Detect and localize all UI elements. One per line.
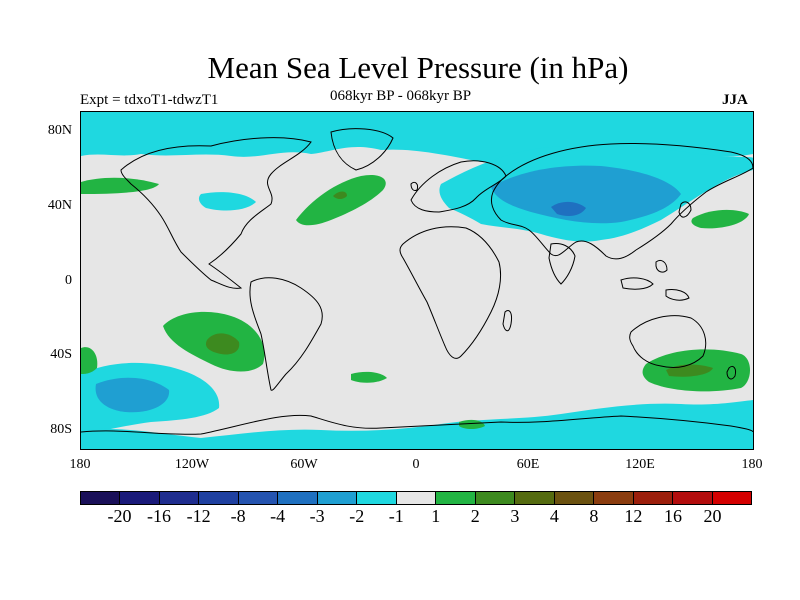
neg2-region-eurasia xyxy=(491,165,681,224)
neg-region-namerica xyxy=(198,192,256,211)
lon-label-120e: 120E xyxy=(625,457,655,472)
colorbar-label: -2 xyxy=(349,506,365,526)
lat-label-40n: 40N xyxy=(47,198,72,213)
colorbar-swatch xyxy=(120,492,160,504)
pos-region-south-atlantic xyxy=(351,371,387,383)
colorbar-swatch xyxy=(515,492,555,504)
colorbar-label: -8 xyxy=(230,506,246,526)
pos2-region-south-pacific xyxy=(205,333,240,355)
colorbar-label: -20 xyxy=(107,506,132,526)
colorbar-swatch xyxy=(81,492,121,504)
colorbar-swatch xyxy=(594,492,634,504)
lon-label-0: 0 xyxy=(412,457,420,472)
colorbar-label: 3 xyxy=(510,506,520,526)
neg-region-antarctic xyxy=(81,400,753,449)
colorbar-label: 8 xyxy=(589,506,599,526)
colorbar-label: 16 xyxy=(663,506,682,526)
coastlines xyxy=(81,128,753,435)
colorbar-swatch xyxy=(238,492,279,504)
colorbar-swatch xyxy=(357,492,397,504)
colorbar-swatch xyxy=(475,492,516,504)
map-panel xyxy=(80,111,754,450)
colorbar-swatch xyxy=(396,492,437,504)
colorbar-label: 2 xyxy=(470,506,480,526)
pos2-region-north-atlantic xyxy=(333,191,347,199)
colorbar-label: 20 xyxy=(703,506,722,526)
colorbar xyxy=(80,491,752,505)
colorbar-label: -4 xyxy=(270,506,286,526)
colorbar-swatch xyxy=(633,492,674,504)
pos-region-south-pacific-small xyxy=(459,419,485,429)
colorbar-label: -16 xyxy=(147,506,172,526)
pos-region-pacific-north xyxy=(81,177,159,194)
pos-region-north-atlantic xyxy=(296,174,386,226)
colorbar-swatch xyxy=(673,492,713,504)
colorbar-swatch xyxy=(712,492,751,504)
neg2-region-south-pacific xyxy=(95,377,170,413)
lon-label-180e: 180 xyxy=(741,457,763,472)
pos-region-south-atlantic-west xyxy=(81,347,98,374)
lat-label-80n: 80N xyxy=(47,123,72,138)
anomaly-fields xyxy=(81,112,753,449)
colorbar-label: -3 xyxy=(309,506,325,526)
colorbar-label: 1 xyxy=(431,506,441,526)
plot-title: Mean Sea Level Pressure (in hPa) xyxy=(207,50,629,85)
neg3-region-eurasia xyxy=(551,201,586,216)
lon-label-60e: 60E xyxy=(516,457,540,472)
lon-label-60w: 60W xyxy=(290,457,318,472)
lon-label-180w: 180 xyxy=(69,457,91,472)
colorbar-swatch xyxy=(317,492,358,504)
colorbar-label: -12 xyxy=(186,506,211,526)
pos-region-north-pacific-east xyxy=(691,209,749,229)
lat-label-40s: 40S xyxy=(50,347,72,362)
colorbar-swatch xyxy=(159,492,200,504)
colorbar-label: -1 xyxy=(388,506,404,526)
period-label: 068kyr BP - 068kyr BP xyxy=(330,88,472,104)
experiment-label: Expt = tdxoT1-tdwzT1 xyxy=(80,92,219,108)
lon-label-120w: 120W xyxy=(174,457,210,472)
lat-label-80s: 80S xyxy=(50,422,72,437)
colorbar-label: 4 xyxy=(549,506,559,526)
lat-label-0: 0 xyxy=(65,273,72,288)
colorbar-swatch xyxy=(554,492,595,504)
colorbar-swatch xyxy=(278,492,318,504)
season-label: JJA xyxy=(722,92,748,108)
colorbar-label: 12 xyxy=(624,506,643,526)
colorbar-swatch xyxy=(436,492,476,504)
colorbar-swatch xyxy=(199,492,239,504)
